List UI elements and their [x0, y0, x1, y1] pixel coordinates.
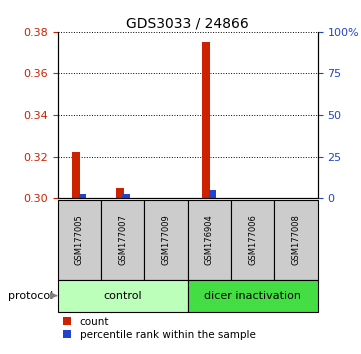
Text: protocol: protocol [8, 291, 53, 301]
Text: GSM177008: GSM177008 [292, 215, 300, 265]
Bar [58, 200, 101, 280]
Text: GSM177007: GSM177007 [118, 215, 127, 265]
Bar [231, 200, 274, 280]
Bar [203, 42, 210, 198]
Bar [274, 200, 318, 280]
Text: GSM177009: GSM177009 [162, 215, 170, 265]
Text: GSM177006: GSM177006 [248, 215, 257, 265]
Bar [188, 200, 231, 280]
Bar [79, 194, 86, 198]
Bar [101, 200, 144, 280]
Text: control: control [104, 291, 142, 301]
Legend: count, percentile rank within the sample: count, percentile rank within the sample [63, 317, 256, 340]
Bar [144, 200, 188, 280]
Title: GDS3033 / 24866: GDS3033 / 24866 [126, 17, 249, 31]
Bar [58, 280, 188, 312]
Bar [188, 280, 318, 312]
Bar [116, 188, 123, 198]
Text: GSM177005: GSM177005 [75, 215, 84, 265]
Bar [209, 190, 216, 198]
Text: GSM176904: GSM176904 [205, 215, 214, 265]
Bar [122, 194, 130, 198]
Text: dicer inactivation: dicer inactivation [204, 291, 301, 301]
Bar [73, 153, 80, 198]
